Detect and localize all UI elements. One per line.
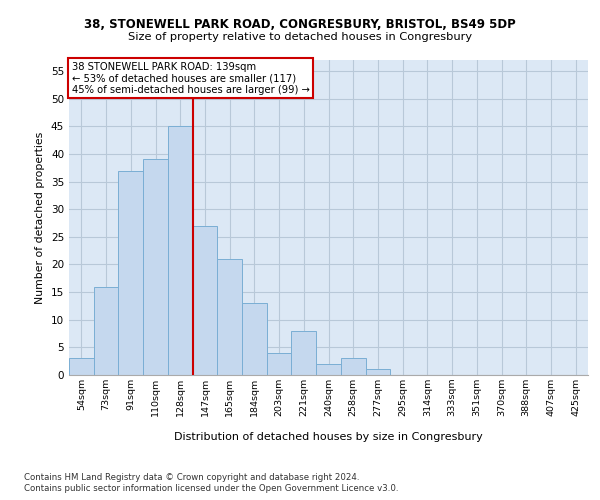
Text: Contains public sector information licensed under the Open Government Licence v3: Contains public sector information licen… (24, 484, 398, 493)
Bar (267, 353, 292, 375)
Y-axis label: Number of detached properties: Number of detached properties (35, 132, 46, 304)
Bar (94, 286, 118, 375)
Text: 38, STONEWELL PARK ROAD, CONGRESBURY, BRISTOL, BS49 5DP: 38, STONEWELL PARK ROAD, CONGRESBURY, BR… (84, 18, 516, 30)
Bar (193, 226, 217, 375)
Bar (143, 160, 168, 375)
Bar (242, 303, 267, 375)
Bar (316, 364, 341, 375)
Bar (217, 259, 242, 375)
Text: 38 STONEWELL PARK ROAD: 139sqm
← 53% of detached houses are smaller (117)
45% of: 38 STONEWELL PARK ROAD: 139sqm ← 53% of … (71, 62, 310, 95)
Bar (365, 370, 390, 375)
Text: Distribution of detached houses by size in Congresbury: Distribution of detached houses by size … (175, 432, 483, 442)
Bar (341, 358, 365, 375)
Bar (69, 358, 94, 375)
Text: Size of property relative to detached houses in Congresbury: Size of property relative to detached ho… (128, 32, 472, 42)
Text: Contains HM Land Registry data © Crown copyright and database right 2024.: Contains HM Land Registry data © Crown c… (24, 472, 359, 482)
Bar (168, 126, 193, 375)
Bar (292, 331, 316, 375)
Bar (118, 170, 143, 375)
